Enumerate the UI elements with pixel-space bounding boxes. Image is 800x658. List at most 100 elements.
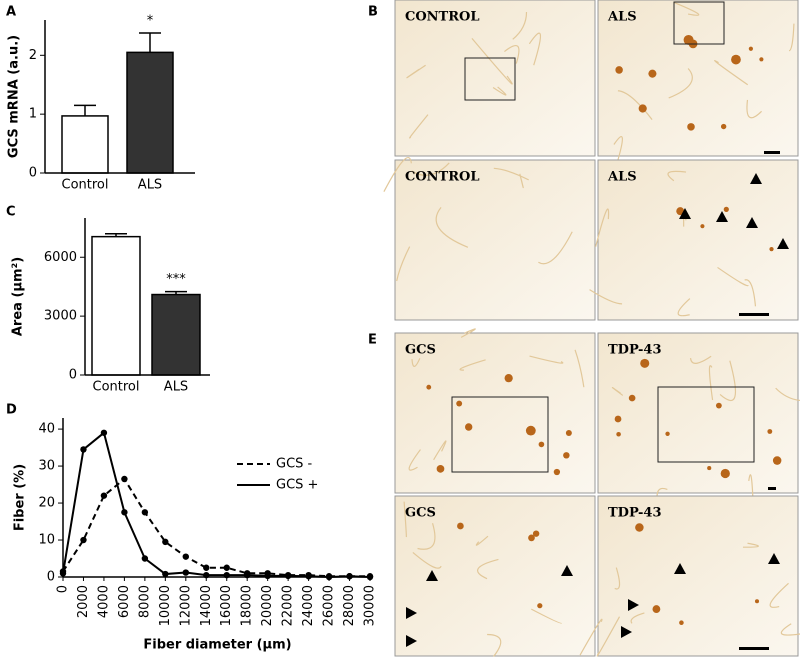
point [121, 509, 128, 516]
point [80, 536, 87, 544]
y-tick-label: 0 [69, 368, 77, 383]
fiber-outline [412, 551, 442, 569]
stain-dot [640, 358, 650, 368]
stain-dot [679, 620, 684, 625]
fiber-outline [595, 208, 610, 247]
point [100, 492, 108, 499]
stain-dot [628, 394, 636, 402]
stain-dot [715, 402, 722, 409]
fiber-outline [617, 90, 653, 120]
micrograph [597, 495, 799, 657]
micrograph-label: ALS [607, 10, 637, 25]
fiber-outline [396, 246, 411, 282]
series-line [62, 431, 371, 579]
fiber-outline [487, 633, 502, 657]
micrograph [597, 159, 799, 321]
fiber-outline [460, 328, 476, 338]
fiber-outline [775, 387, 800, 401]
inset-box [673, 1, 725, 45]
scale-bar [739, 647, 769, 650]
fiber-outline [630, 612, 645, 624]
x-tick-label: 8000 [137, 585, 152, 618]
bar [126, 51, 174, 174]
x-tick-label: 18000 [240, 585, 255, 626]
point [121, 475, 128, 483]
point [162, 570, 169, 578]
scale-bar [764, 151, 780, 154]
point [141, 555, 149, 562]
x-tick-label: 16000 [219, 585, 234, 626]
micrograph-label: GCS [405, 506, 436, 521]
arrowhead [716, 211, 728, 222]
stain-dot [723, 206, 729, 212]
stain-dot [538, 441, 545, 448]
fiber-outline [780, 623, 800, 636]
x-tick-label: ALS [138, 178, 162, 193]
x-axis-label: Fiber diameter (µm) [143, 638, 291, 653]
stain-dot [553, 468, 561, 476]
micrograph [597, 0, 799, 157]
x-tick-label: 24000 [301, 585, 316, 626]
fiber-outline [504, 44, 520, 64]
micrographs: CONTROL ALS CONTROL ALS GCS TDP-43 GCS TDP-43 [383, 0, 800, 657]
stain-dot [687, 123, 695, 131]
stain-dot [614, 415, 622, 423]
point [162, 538, 169, 546]
series-line [62, 477, 370, 578]
fiber-outline [746, 99, 763, 119]
micrograph [394, 332, 596, 494]
micrograph [394, 159, 596, 321]
bar [91, 235, 141, 376]
stain-dot [525, 425, 536, 436]
stain-dot [700, 224, 705, 229]
fiber-outline [611, 386, 624, 396]
fiber-outline [408, 449, 421, 471]
scale-bar [768, 487, 776, 490]
arrowhead [768, 553, 780, 564]
fiber-outline [742, 542, 759, 548]
stain-dot [532, 530, 540, 537]
stain-dot [748, 46, 754, 51]
legend-label: GCS + [276, 478, 318, 493]
fiber-outline [471, 38, 513, 85]
stain-dot [504, 374, 513, 383]
inset-box [451, 396, 549, 473]
point [203, 564, 210, 571]
x-tick-label: 26000 [322, 585, 337, 626]
y-tick-label: 0 [29, 166, 37, 181]
fiber-outline [411, 358, 421, 367]
panel-label: A [6, 5, 16, 20]
stain-dot [563, 452, 570, 459]
fiber-outline [531, 608, 563, 624]
stain-dot [652, 605, 661, 613]
fiber-outline [528, 32, 542, 66]
inset-box [464, 57, 516, 101]
x-tick-label: 0 [56, 585, 71, 593]
fiber-outline [459, 359, 486, 371]
point [182, 553, 189, 560]
fiber-outline [492, 86, 507, 96]
x-tick-label: ALS [164, 380, 188, 395]
fiber-outline [713, 60, 749, 86]
y-tick-label: 40 [38, 422, 55, 437]
micrograph [394, 0, 596, 157]
arrowhead [561, 565, 573, 576]
point [284, 572, 292, 580]
arrowhead [628, 599, 639, 611]
x-tick-label: 12000 [178, 585, 193, 626]
y-tick-label: 6000 [44, 250, 77, 265]
panel-label: E [368, 333, 377, 348]
stain-dot [616, 431, 621, 437]
fiber-outline [433, 440, 447, 461]
significance: * [147, 13, 154, 28]
fiber-outline [383, 157, 412, 192]
y-axis-label: Area (µm²) [11, 257, 26, 336]
x-tick-label: Control [93, 380, 140, 395]
y-tick-label: 20 [38, 496, 55, 511]
arrowhead [406, 607, 417, 619]
fiber-outline [769, 582, 789, 608]
fiber-outline [708, 365, 714, 401]
stain-dot [769, 247, 774, 252]
y-tick-label: 30 [38, 459, 55, 474]
fiber-outline [477, 558, 499, 580]
